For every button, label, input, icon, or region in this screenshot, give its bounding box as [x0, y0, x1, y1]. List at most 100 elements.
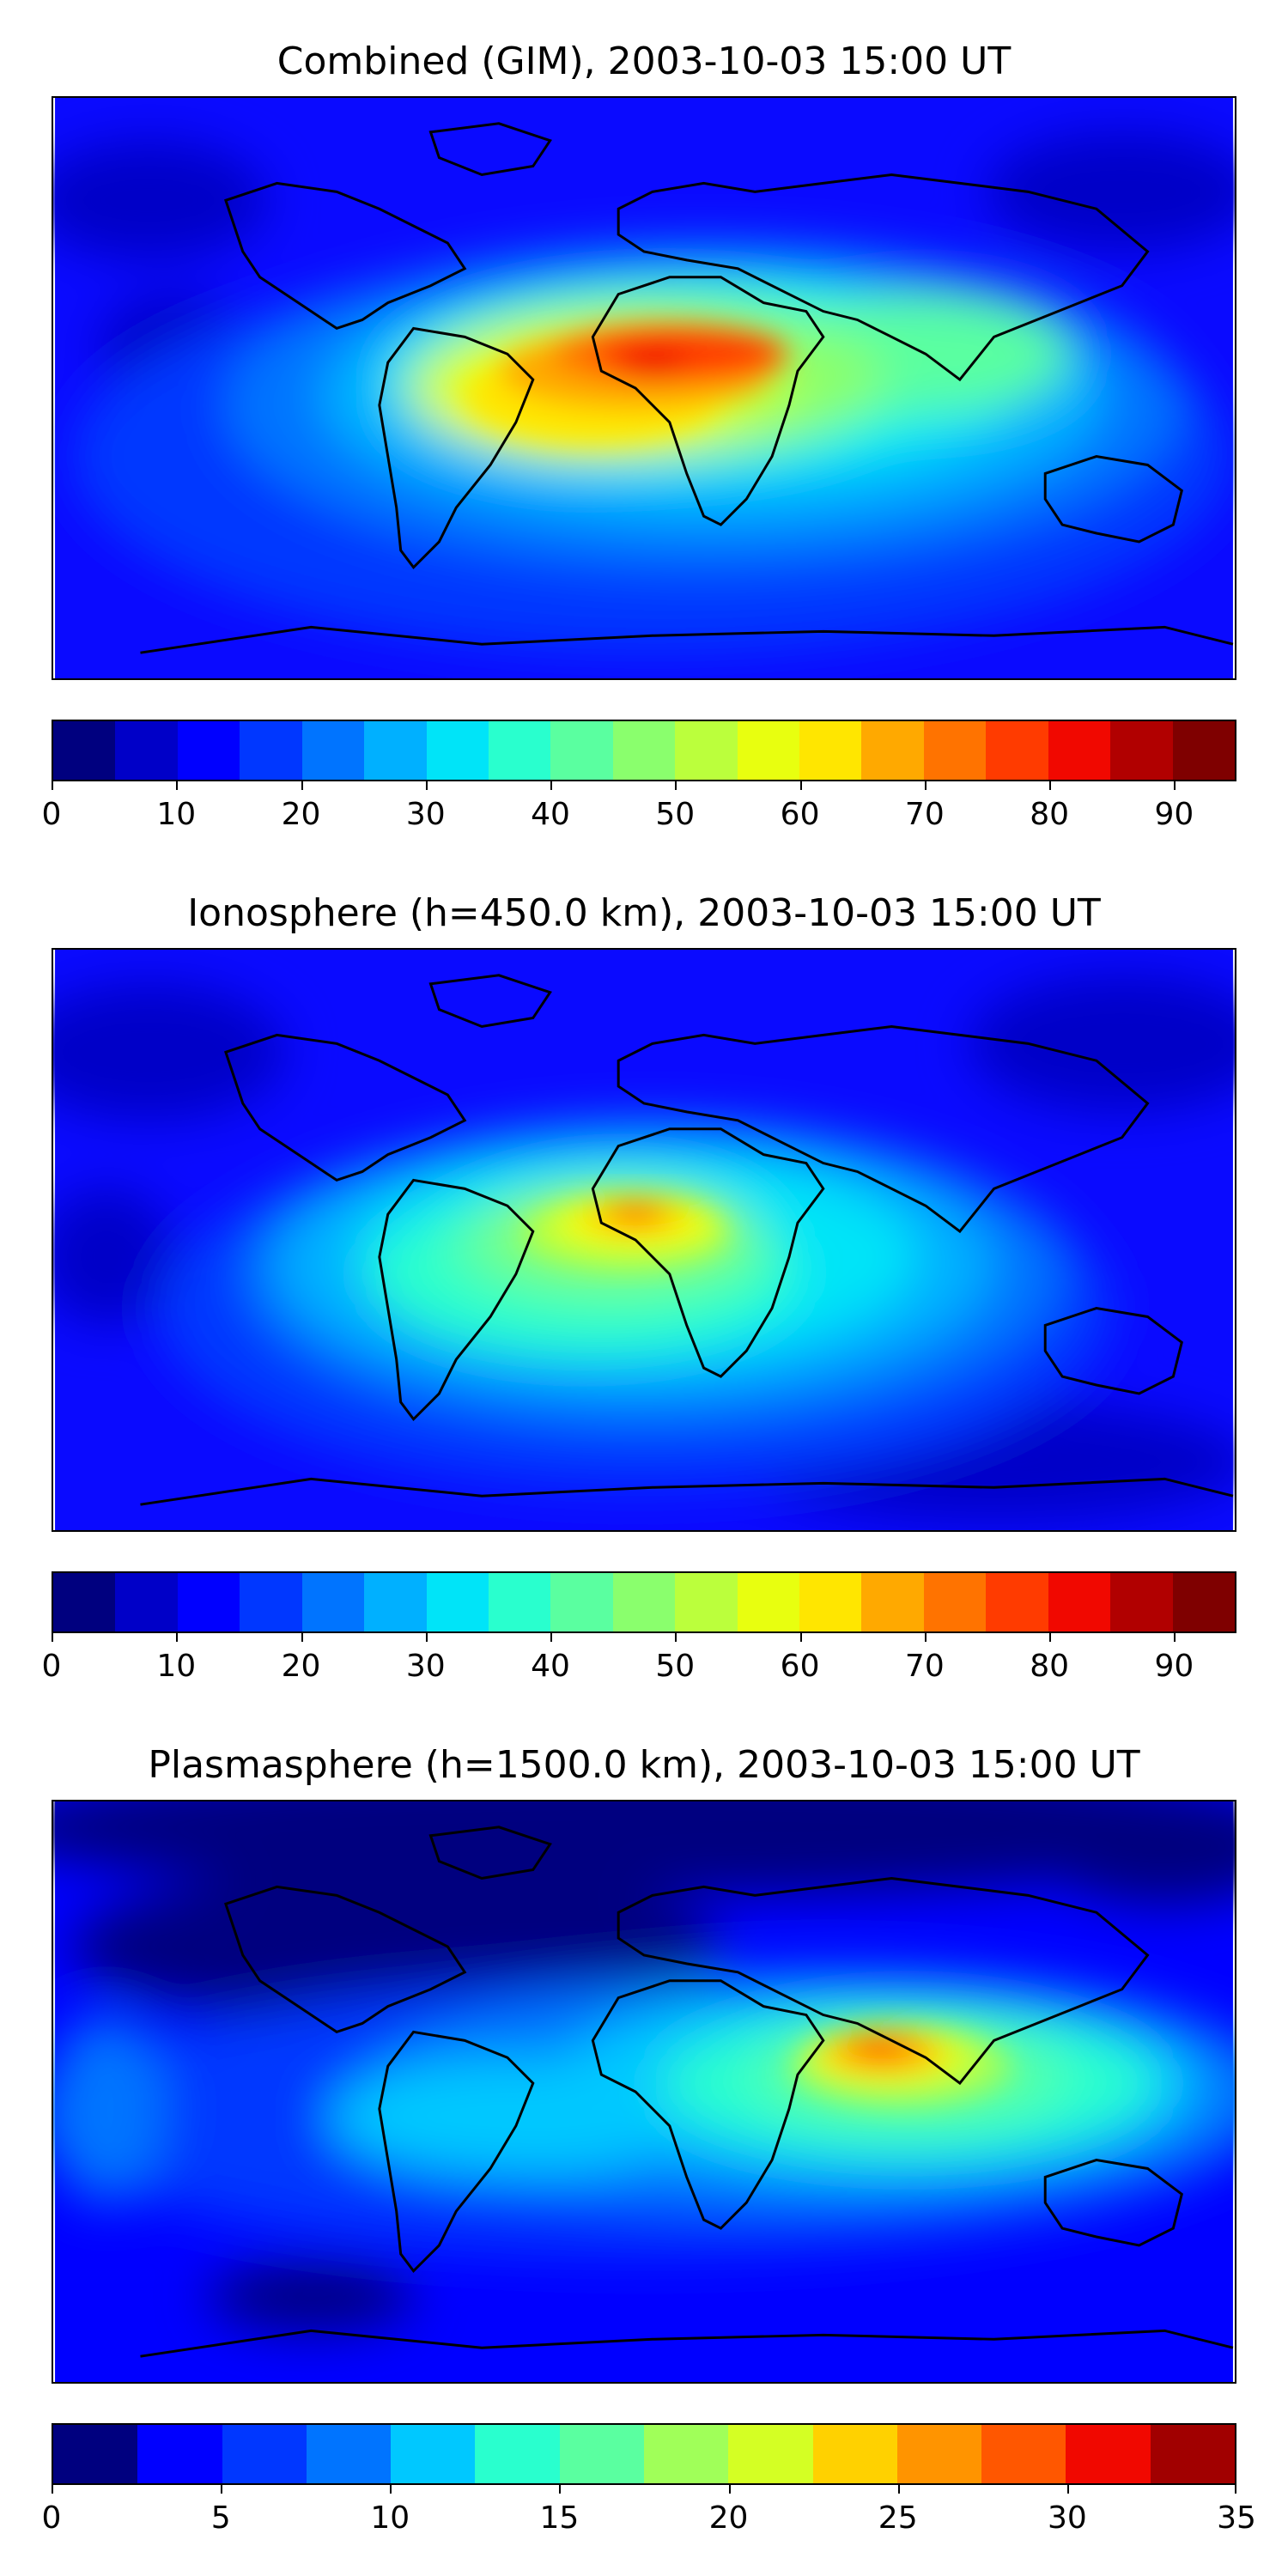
map-ionosphere — [52, 948, 1236, 1532]
colorbar-tick-label: 30 — [405, 1649, 446, 1684]
colorbar-segment — [240, 721, 302, 780]
colorbar-segment — [177, 721, 240, 780]
map-plasmasphere — [52, 1800, 1236, 2384]
colorbar-tick-label: 90 — [1154, 1649, 1194, 1684]
colorbar-segment — [53, 1573, 116, 1631]
colorbar-segment — [675, 1573, 738, 1631]
colorbar-segment — [426, 721, 489, 780]
colorbar-tick — [799, 1633, 802, 1642]
colorbar-segment — [986, 721, 1048, 780]
colorbar-tick-label: 90 — [1154, 797, 1194, 832]
colorbar-ticks-plasmasphere: 0 5 10 15 20 25 30 35 — [42, 2485, 1256, 2537]
colorbar-segment — [240, 1573, 302, 1631]
panel-title-ionosphere: Ionosphere (h=450.0 km), 2003-10-03 15:0… — [187, 891, 1101, 935]
colorbar-tick — [1174, 781, 1176, 790]
colorbar-segment — [1172, 721, 1236, 780]
colorbar-segment — [737, 721, 800, 780]
colorbar-segment — [986, 1573, 1048, 1631]
colorbar-tick-label: 80 — [1030, 797, 1069, 832]
colorbar-segment — [675, 721, 738, 780]
colorbar-segment — [612, 1573, 676, 1631]
colorbar-segment — [115, 1573, 178, 1631]
tec-map-ionosphere — [53, 950, 1235, 1530]
colorbar-tick — [176, 781, 179, 790]
colorbar-segment — [896, 2425, 982, 2483]
colorbar-tick — [924, 1633, 927, 1642]
colorbar-tick — [924, 781, 927, 790]
colorbar-tick-label: 15 — [539, 2500, 580, 2536]
colorbar-tick-label: 20 — [281, 1649, 321, 1684]
colorbar-segment — [53, 2425, 138, 2483]
colorbar-segment — [559, 2425, 644, 2483]
colorbar-segment — [1048, 1573, 1111, 1631]
colorbar-segment — [550, 721, 613, 780]
colorbar-tick-label: 30 — [1047, 2500, 1087, 2536]
colorbar-tick — [176, 1633, 179, 1642]
colorbar-segment — [364, 1573, 427, 1631]
colorbar-tick — [221, 2485, 223, 2494]
colorbar-segment — [301, 721, 365, 780]
colorbar-tick — [1049, 1633, 1052, 1642]
colorbar-segment — [981, 2425, 1066, 2483]
colorbar-tick — [675, 1633, 677, 1642]
colorbar-tick — [1235, 2485, 1236, 2494]
colorbar-tick-label: 35 — [1217, 2500, 1256, 2536]
colorbar-tick-label: 80 — [1030, 1649, 1069, 1684]
colorbar-plasmasphere — [52, 2423, 1236, 2485]
colorbar-tick-label: 10 — [156, 1649, 197, 1684]
colorbar-tick — [1066, 2485, 1069, 2494]
colorbar-tick-label: 50 — [655, 797, 696, 832]
colorbar-tick — [799, 781, 802, 790]
colorbar-tick-label: 0 — [41, 1649, 62, 1684]
colorbar-segment — [1066, 2425, 1151, 2483]
colorbar-tick-label: 20 — [708, 2500, 749, 2536]
colorbar-ticks-combined: 0 10 20 30 40 50 60 70 80 90 — [42, 781, 1236, 833]
colorbar-segment — [728, 2425, 813, 2483]
colorbar-tick-label: 25 — [878, 2500, 918, 2536]
colorbar-segment — [137, 2425, 222, 2483]
colorbar-segment — [391, 2425, 476, 2483]
colorbar-segment — [306, 2425, 392, 2483]
colorbar-segment — [53, 721, 116, 780]
colorbar-segment — [861, 721, 924, 780]
colorbar-tick — [301, 781, 303, 790]
colorbar-segment — [812, 2425, 897, 2483]
coastlines — [140, 974, 1234, 1506]
colorbar-segment — [737, 1573, 800, 1631]
colorbar-segment — [426, 1573, 489, 1631]
colorbar-tick — [301, 1633, 303, 1642]
colorbar-segment — [1110, 721, 1173, 780]
colorbar-tick — [52, 781, 53, 790]
colorbar-tick-label: 30 — [405, 797, 446, 832]
colorbar-tick-label: 60 — [780, 797, 820, 832]
colorbar-tick-label: 70 — [904, 797, 945, 832]
colorbar-segment — [1110, 1573, 1173, 1631]
colorbar-segment — [923, 721, 987, 780]
colorbar-tick — [550, 781, 553, 790]
colorbar-segment — [475, 2425, 560, 2483]
colorbar-tick — [559, 2485, 562, 2494]
colorbar-segment — [488, 1573, 551, 1631]
colorbar-segment — [799, 1573, 862, 1631]
colorbar-segment — [923, 1573, 987, 1631]
colorbar-segment — [612, 721, 676, 780]
colorbar-segment — [1150, 2425, 1235, 2483]
colorbar-segment — [1172, 1573, 1236, 1631]
colorbar-segment — [643, 2425, 729, 2483]
colorbar-tick — [550, 1633, 553, 1642]
colorbar-segment — [488, 721, 551, 780]
panel-title-plasmasphere: Plasmasphere (h=1500.0 km), 2003-10-03 1… — [148, 1743, 1140, 1787]
colorbar-tick — [675, 781, 677, 790]
colorbar-segment — [799, 721, 862, 780]
colorbar-segment — [550, 1573, 613, 1631]
colorbar-tick — [425, 1633, 428, 1642]
colorbar-segment — [301, 1573, 365, 1631]
colorbar-segment — [177, 1573, 240, 1631]
colorbar-segment — [222, 2425, 307, 2483]
coastlines — [140, 122, 1234, 654]
colorbar-tick — [728, 2485, 731, 2494]
colorbar-segment — [1048, 721, 1111, 780]
map-combined — [52, 96, 1236, 680]
colorbar-tick-label: 40 — [531, 797, 570, 832]
tec-map-plasmasphere — [53, 1801, 1235, 2382]
